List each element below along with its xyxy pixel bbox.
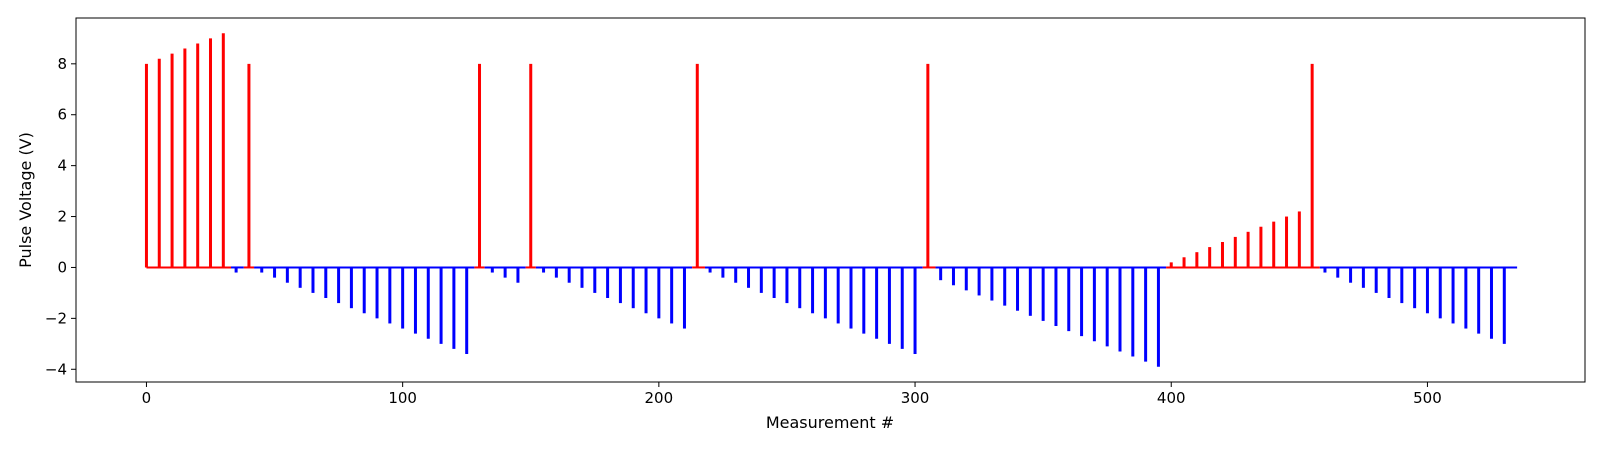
y-tick-label: 2 <box>57 208 67 226</box>
y-tick-label: −4 <box>45 360 67 378</box>
x-tick-label: 500 <box>1413 389 1442 407</box>
x-tick-label: 400 <box>1157 389 1186 407</box>
x-axis-ticks: 0 100 200 300 400 500 <box>142 382 1442 407</box>
y-tick-label: 6 <box>57 106 67 124</box>
y-axis-label: Pulse Voltage (V) <box>16 132 35 268</box>
x-axis-label: Measurement # <box>766 413 894 432</box>
x-tick-label: 300 <box>901 389 930 407</box>
x-tick-label: 200 <box>645 389 674 407</box>
chart-marks <box>144 33 1518 367</box>
y-axis-ticks: −4 −2 0 2 4 6 8 <box>45 55 76 378</box>
y-tick-label: 0 <box>57 258 67 276</box>
x-tick-label: 100 <box>388 389 417 407</box>
y-tick-label: −2 <box>45 309 67 327</box>
x-tick-label: 0 <box>142 389 152 407</box>
y-tick-label: 8 <box>57 55 67 73</box>
plot-area-frame <box>75 17 1586 383</box>
y-tick-label: 4 <box>57 157 67 175</box>
